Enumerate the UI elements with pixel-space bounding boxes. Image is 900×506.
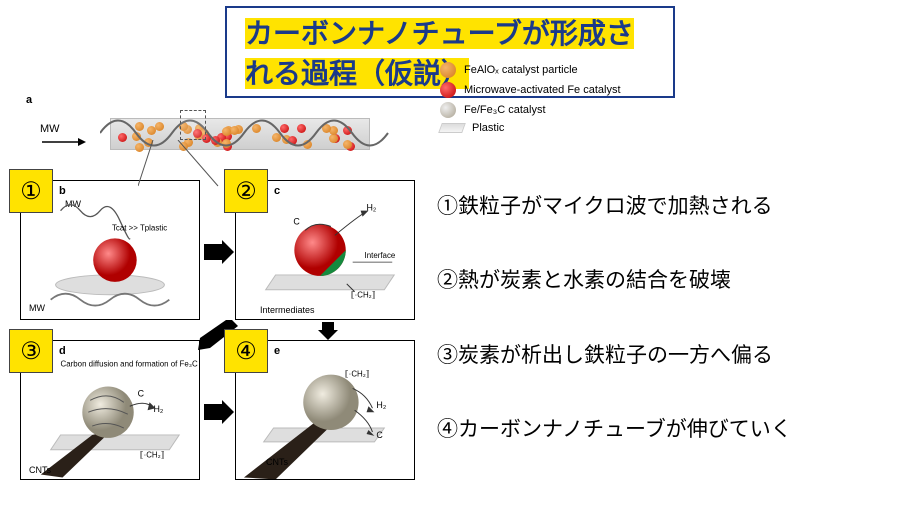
swatch-orange-icon xyxy=(440,62,456,78)
svg-text:⟦·CH₂⟧: ⟦·CH₂⟧ xyxy=(140,451,165,460)
step-badge-2: ② xyxy=(224,169,268,213)
legend: FeAlOₓ catalyst particle Microwave-activ… xyxy=(440,58,621,138)
step-4-text: ④カーボンナノチューブが伸びていく xyxy=(437,415,882,444)
panel-3: d ③ Carbon diffusion and formation of Fe… xyxy=(20,340,200,480)
zoom-lines-icon xyxy=(138,140,238,190)
legend-silver-label: Fe/Fe₃C catalyst xyxy=(464,104,546,116)
svg-text:Interface: Interface xyxy=(365,251,396,260)
panel-a-label: a xyxy=(26,94,32,106)
legend-row: Plastic xyxy=(440,122,621,134)
svg-text:C: C xyxy=(293,217,300,227)
step-badge-3: ③ xyxy=(9,329,53,373)
step-2-text: ②熱が炭素と水素の結合を破壊 xyxy=(437,266,882,295)
step-descriptions: ①鉄粒子がマイクロ波で加熱される ②熱が炭素と水素の結合を破壊 ③炭素が析出し鉄… xyxy=(437,192,882,490)
legend-red-label: Microwave-activated Fe catalyst xyxy=(464,84,621,96)
svg-text:⟦·CH₂⟧: ⟦·CH₂⟧ xyxy=(345,370,370,379)
step-badge-1: ① xyxy=(9,169,53,213)
legend-row: Fe/Fe₃C catalyst xyxy=(440,102,621,118)
panel-1: b ① MW Tcat >> Tplastic MW xyxy=(20,180,200,320)
arrow-down-icon xyxy=(318,322,338,340)
svg-text:Tcat >> Tplastic: Tcat >> Tplastic xyxy=(112,223,167,232)
step-badge-4: ④ xyxy=(224,329,268,373)
legend-row: Microwave-activated Fe catalyst xyxy=(440,82,621,98)
legend-plastic-label: Plastic xyxy=(472,122,504,134)
svg-text:C: C xyxy=(376,430,383,440)
svg-text:H₂: H₂ xyxy=(367,203,377,213)
swatch-plastic-icon xyxy=(438,123,466,133)
cnt-label: CNTs xyxy=(29,465,51,475)
mw-label: MW xyxy=(40,123,60,135)
svg-text:Carbon diffusion and formation: Carbon diffusion and formation of Fe₃C xyxy=(61,360,198,369)
swatch-red-icon xyxy=(440,82,456,98)
arrow-right-icon xyxy=(204,400,234,424)
svg-text:H₂: H₂ xyxy=(376,400,386,410)
cnt-label: CNTs xyxy=(266,457,288,467)
step-1-text: ①鉄粒子がマイクロ波で加熱される xyxy=(437,192,882,221)
svg-text:C: C xyxy=(138,388,145,398)
intermediates-label: Intermediates xyxy=(260,305,315,315)
arrow-right-icon xyxy=(40,136,86,148)
step-3-text: ③炭素が析出し鉄粒子の一方へ偏る xyxy=(437,341,882,370)
legend-row: FeAlOₓ catalyst particle xyxy=(440,62,621,78)
zoom-box-icon xyxy=(180,110,206,140)
mw-bot-label: MW xyxy=(29,303,45,313)
legend-orange-label: FeAlOₓ catalyst particle xyxy=(464,64,578,76)
panel-4: e ④ ⟦·CH₂⟧ H₂ C CNTs xyxy=(235,340,415,480)
arrow-right-icon xyxy=(204,240,234,264)
swatch-silver-icon xyxy=(440,102,456,118)
svg-text:H₂: H₂ xyxy=(153,404,163,414)
svg-text:⟦·CH₂⟧: ⟦·CH₂⟧ xyxy=(351,291,376,300)
panel-2: c ② H₂ C Interface ⟦·CH₂⟧ Intermediates xyxy=(235,180,415,320)
